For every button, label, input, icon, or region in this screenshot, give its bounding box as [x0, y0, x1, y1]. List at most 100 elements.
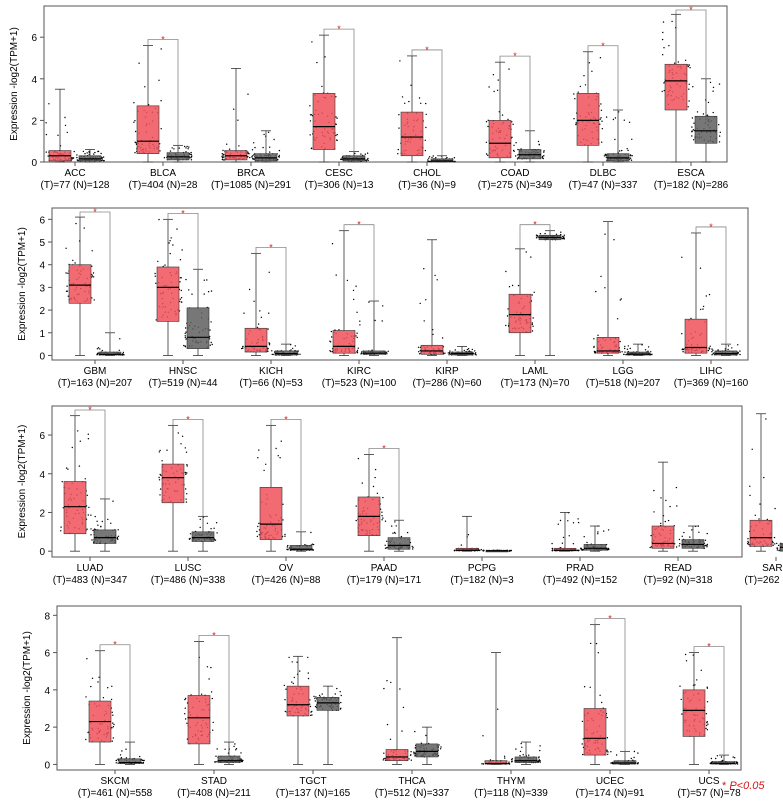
y-tick-label: 2	[44, 723, 50, 734]
tumor-point	[589, 686, 591, 688]
normal-point	[637, 762, 639, 764]
tumor-point	[93, 276, 95, 278]
tumor-point	[679, 685, 681, 687]
normal-box	[274, 350, 298, 356]
tumor-point	[176, 228, 178, 230]
tumor-point	[88, 506, 90, 509]
tumor-point	[619, 340, 621, 343]
tumor-point	[184, 718, 187, 720]
y-tick-label: 0	[39, 547, 45, 558]
normal-point	[519, 755, 521, 757]
tumor-point	[675, 486, 678, 489]
tumor-point	[758, 518, 760, 520]
normal-point	[597, 531, 599, 533]
normal-point	[681, 535, 683, 537]
normal-point	[185, 338, 187, 340]
normal-point	[454, 349, 456, 351]
tumor-point	[507, 308, 509, 310]
tumor-point	[256, 326, 259, 329]
normal-point	[432, 155, 434, 157]
normal-point	[520, 742, 522, 745]
tumor-point	[511, 121, 513, 123]
sample-count-label: (T)=275 (N)=349	[478, 180, 553, 191]
significance-bracket	[323, 28, 355, 152]
tumor-point	[158, 476, 160, 479]
tumor-point	[336, 139, 338, 141]
normal-point	[119, 754, 122, 756]
tumor-point	[493, 90, 495, 93]
group-laml: * LAML(T)=173 (N)=70	[501, 220, 570, 389]
group-gbm: * GBM(T)=163 (N)=207	[58, 207, 133, 389]
tumor-point	[673, 62, 676, 64]
tumor-point	[599, 694, 601, 696]
tumor-point	[184, 707, 186, 709]
tumor-point	[338, 329, 340, 331]
tumor-point	[531, 294, 533, 296]
tumor-point	[684, 59, 687, 61]
normal-point	[692, 139, 695, 141]
normal-point	[641, 344, 643, 346]
tumor-point	[159, 473, 161, 476]
normal-point	[691, 117, 694, 119]
tumor-point	[180, 297, 183, 299]
group-thym: THYM(T)=118 (N)=339	[474, 652, 548, 799]
tumor-point	[381, 511, 383, 513]
tumor-point	[508, 286, 511, 288]
normal-point	[184, 346, 187, 348]
normal-point	[272, 353, 274, 356]
normal-point	[203, 293, 205, 295]
tumor-point	[329, 350, 331, 352]
tumor-point	[595, 642, 598, 645]
x-tick-label: THYM	[497, 776, 525, 787]
tumor-point	[572, 543, 575, 545]
x-tick-label: PCPG	[468, 563, 497, 574]
tumor-point	[212, 729, 214, 731]
tumor-point	[687, 64, 689, 66]
tumor-point	[444, 352, 446, 354]
sample-count-label: (T)=408 (N)=211	[177, 788, 251, 799]
group-stad: * STAD(T)=408 (N)=211	[177, 630, 251, 799]
normal-point	[209, 344, 211, 346]
normal-point	[623, 119, 625, 121]
tumor-point	[86, 494, 89, 496]
tumor-point	[759, 503, 761, 505]
normal-point	[271, 350, 273, 352]
normal-point	[199, 518, 201, 520]
tumor-point	[588, 62, 591, 64]
group-brca: BRCA(T)=1085 (N)=291	[211, 68, 291, 191]
significance-star: *	[608, 614, 612, 624]
normal-point	[190, 159, 193, 161]
tumor-point	[210, 691, 213, 693]
tumor-box	[420, 344, 444, 355]
normal-point	[528, 754, 530, 756]
tumor-point	[155, 282, 157, 284]
tumor-point	[310, 114, 313, 116]
tumor-point	[397, 148, 399, 151]
tumor-point	[420, 102, 422, 105]
normal-point	[637, 752, 639, 754]
normal-point	[776, 542, 778, 545]
normal-point	[539, 761, 541, 763]
tumor-point	[257, 525, 259, 528]
plot-frame	[51, 207, 749, 361]
tumor-point	[331, 243, 334, 245]
tumor-box	[136, 105, 160, 154]
tumor-point	[669, 505, 671, 508]
group-acc: ACC(T)=77 (N)=128	[41, 88, 110, 191]
tumor-point	[160, 474, 162, 477]
tumor-point	[67, 272, 69, 274]
tumor-point	[98, 676, 100, 678]
tumor-point	[158, 451, 160, 453]
normal-point	[448, 352, 451, 355]
normal-point	[612, 118, 615, 121]
tumor-point	[688, 100, 690, 102]
normal-point	[184, 332, 186, 335]
tumor-point	[267, 347, 269, 350]
tumor-point	[410, 751, 412, 753]
tumor-point	[356, 349, 359, 352]
tumor-box	[400, 111, 424, 157]
tumor-point	[601, 701, 603, 704]
normal-point	[543, 150, 545, 152]
sample-count-label: (T)=426 (N)=88	[252, 575, 321, 586]
normal-point	[171, 147, 173, 149]
